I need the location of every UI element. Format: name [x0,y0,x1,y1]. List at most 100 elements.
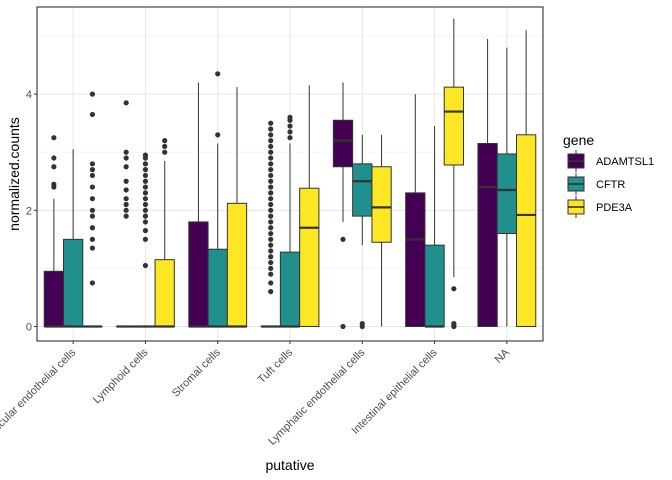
box-body [477,143,498,327]
outlier-point [89,245,96,251]
outlier-point [287,114,293,120]
outlier-point [142,190,149,196]
outlier-point [340,323,346,330]
outlier-point [162,143,168,150]
outlier-point [123,201,129,208]
outlier-point [89,207,96,213]
y-tick-label: 2 [26,205,32,217]
outlier-point [123,155,129,161]
outlier-point [123,164,129,170]
outlier-point [142,161,149,167]
box-body [443,86,464,166]
box-adamtsl1-6 [477,38,498,327]
box-body [405,192,426,327]
legend-key-adamtsl1: ADAMTSL1 [567,150,654,172]
box-cftr-1 [135,152,156,328]
outlier-point [268,190,274,196]
outlier-point [51,181,57,187]
outlier-point [268,225,274,231]
box-body [63,238,84,327]
outlier-point [268,126,274,132]
outlier-point [268,196,274,202]
outlier-point [142,228,149,234]
outlier-point [89,111,96,118]
x-tick-label: Stromal cells [170,346,223,399]
outlier-point [268,172,274,179]
outlier-point [268,155,274,161]
box-body [279,251,301,327]
outlier-point [268,184,274,190]
x-tick-label: Vascular endothelial cells [0,346,79,442]
x-axis: Vascular endothelial cells Lymphoid cells… [0,341,512,448]
box-adamtsl1-2 [188,82,209,328]
box-body [496,153,517,235]
box-pde3a-2 [226,87,248,328]
box-adamtsl1-4 [332,82,354,330]
legend: gene ADAMTSL1 CFTR PDE3A [563,132,654,218]
x-axis-title: putative [265,457,314,473]
outlier-point [89,167,96,173]
box-body [332,119,354,168]
outlier-point [268,289,274,295]
outlier-point [451,286,457,292]
box-body [352,163,373,217]
box-body [188,221,209,327]
y-tick-label: 0 [26,321,32,333]
outlier-point [123,178,129,184]
y-axis-title: normalized.counts [6,117,22,231]
box-body [515,134,537,327]
outlier-point [142,236,149,242]
outlier-point [123,149,129,155]
outlier-point [287,135,293,141]
boxes [43,18,537,330]
outlier-point [123,213,129,219]
box-cftr-3 [279,114,301,328]
outlier-point [287,123,293,129]
outlier-point [123,196,129,202]
outlier-point [142,167,149,173]
outlier-point [268,161,274,167]
box-pde3a-5 [443,18,464,330]
outlier-point [142,201,149,208]
box-adamtsl1-3 [260,120,281,328]
box-pde3a-6 [515,30,537,327]
outlier-point [89,172,96,179]
box-body [424,244,445,327]
box-cftr-6 [496,47,517,327]
outlier-point [268,242,274,248]
box-cftr-5 [424,126,445,328]
box-body [299,187,320,327]
outlier-point [268,120,274,126]
outlier-point [268,265,274,271]
outlier-point [89,91,96,97]
outlier-point [89,184,96,190]
outlier-point [51,164,57,170]
box-body [207,248,228,327]
outlier-point [268,219,274,225]
outlier-point [142,213,149,219]
legend-key-cftr: CFTR [567,173,625,195]
outlier-point [268,143,274,150]
legend-title: gene [563,132,594,148]
outlier-point [142,152,149,158]
y-tick-label: 4 [26,89,32,101]
outlier-point [123,100,129,106]
box-cftr-0 [63,149,84,328]
outlier-point [89,280,96,286]
outlier-point [268,280,274,286]
outlier-point [51,135,57,141]
outlier-point [268,207,274,213]
outlier-point [268,201,274,208]
outlier-point [268,132,274,138]
outlier-point [89,196,96,202]
legend-key-pde3a: PDE3A [567,196,633,218]
box-pde3a-3 [299,85,320,327]
outlier-point [89,213,96,219]
outlier-point [89,236,96,242]
legend-label: CFTR [596,179,625,191]
outlier-point [215,71,221,77]
outlier-point [268,138,274,144]
outlier-point [89,161,96,167]
outlier-point [142,219,149,225]
